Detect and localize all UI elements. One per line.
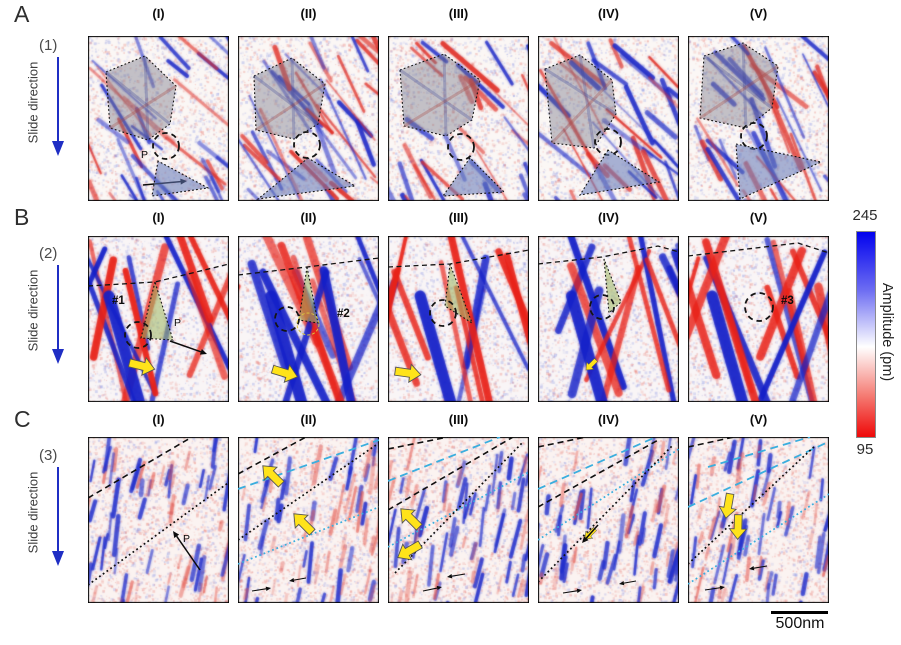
scalebar-label: 500nm xyxy=(775,615,825,632)
pfm-panel-C5 xyxy=(688,437,829,603)
panel-annotations xyxy=(253,57,357,200)
column-header-A-3: (III) xyxy=(448,6,469,21)
row-label-A: A xyxy=(14,1,30,27)
svg-text:#1: #1 xyxy=(112,295,125,307)
svg-text:P: P xyxy=(174,317,181,329)
scalebar-line xyxy=(771,611,828,614)
pfm-panel-C2 xyxy=(238,437,379,603)
pfm-panel-C3 xyxy=(388,437,529,603)
slide-direction-arrow-icon-A xyxy=(52,57,64,156)
panel-annotations xyxy=(699,42,823,200)
panel-annotations xyxy=(538,245,679,371)
pfm-image-A3 xyxy=(388,36,529,201)
column-header-B-5: (V) xyxy=(749,210,768,225)
panel-annotations: P xyxy=(105,55,210,197)
row-index-1: (1) xyxy=(39,37,58,54)
row-label-C: C xyxy=(14,406,31,432)
pfm-panel-C4 xyxy=(538,437,679,603)
panel-annotations: #2 xyxy=(238,257,379,383)
panel-annotations xyxy=(238,437,379,592)
slide-direction-arrow-icon-B xyxy=(52,265,64,364)
panel-annotations xyxy=(544,54,661,196)
slide-direction-label-C: Slide direction xyxy=(25,471,41,554)
colorbar-title: Amplitude (pm) xyxy=(879,282,895,382)
row-index-2: (2) xyxy=(39,245,58,262)
column-header-B-4: (IV) xyxy=(598,210,619,225)
column-header-B-3: (III) xyxy=(448,210,469,225)
svg-text:#2: #2 xyxy=(337,308,350,320)
panel-annotations: #1 P xyxy=(88,263,229,377)
pfm-panel-B3 xyxy=(388,236,529,402)
colorbar-gradient xyxy=(856,231,876,438)
column-header-B-1: (I) xyxy=(152,210,165,225)
column-header-A-1: (I) xyxy=(152,6,165,21)
column-header-C-4: (IV) xyxy=(598,412,619,427)
pfm-panel-A3 xyxy=(388,36,529,201)
column-header-C-2: (II) xyxy=(300,412,317,427)
pfm-image-B4 xyxy=(538,236,679,402)
panel-annotations xyxy=(688,437,829,591)
svg-text:P: P xyxy=(183,533,190,545)
panel-annotations xyxy=(538,437,679,594)
svg-text:P: P xyxy=(141,149,148,161)
pfm-image-B5 xyxy=(688,236,829,402)
panel-annotations xyxy=(388,249,529,384)
column-header-A-5: (V) xyxy=(749,6,768,21)
slide-direction-label-A: Slide direction xyxy=(25,61,41,144)
pfm-panel-C1: P xyxy=(88,437,229,603)
column-header-A-2: (II) xyxy=(300,6,317,21)
panel-annotations xyxy=(388,437,529,592)
pfm-image-C2 xyxy=(238,437,379,603)
pfm-image-C5 xyxy=(688,437,829,603)
column-header-C-3: (III) xyxy=(448,412,469,427)
pfm-panel-B2: #2 xyxy=(238,236,379,402)
column-header-B-2: (II) xyxy=(300,210,317,225)
panel-annotations: #3 xyxy=(688,242,829,322)
panel-annotations: P xyxy=(88,437,229,586)
row-index-3: (3) xyxy=(39,447,58,464)
pfm-panel-A5 xyxy=(688,36,829,201)
pfm-panel-B5: #3 xyxy=(688,236,829,402)
column-header-C-5: (V) xyxy=(749,412,768,427)
row-label-B: B xyxy=(14,204,30,230)
colorbar-max-label: 245 xyxy=(852,207,878,224)
svg-text:#3: #3 xyxy=(781,295,794,307)
colorbar-min-label: 95 xyxy=(856,441,874,458)
pfm-panel-A1: P xyxy=(88,36,229,201)
panel-annotations xyxy=(399,53,506,197)
column-header-A-4: (IV) xyxy=(598,6,619,21)
slide-direction-label-B: Slide direction xyxy=(25,269,41,352)
column-header-C-1: (I) xyxy=(152,412,165,427)
slide-direction-arrow-icon-C xyxy=(52,467,64,566)
pfm-image-C1 xyxy=(88,437,229,603)
pfm-panel-A4 xyxy=(538,36,679,201)
pfm-panel-A2 xyxy=(238,36,379,201)
pfm-panel-B4 xyxy=(538,236,679,402)
pfm-panel-B1: #1 P xyxy=(88,236,229,402)
